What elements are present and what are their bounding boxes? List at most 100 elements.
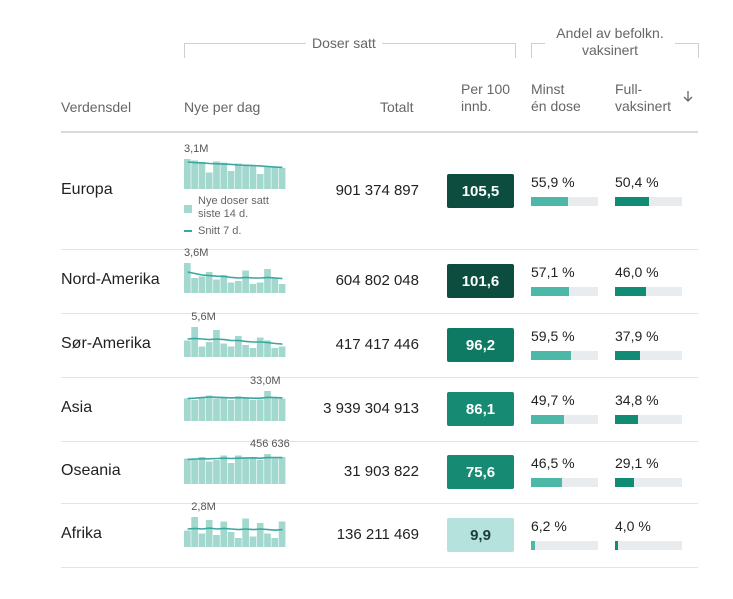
- daily-bar: [235, 336, 242, 357]
- daily-sparkline: [184, 327, 286, 357]
- full-vaccinated-bar-fill: [615, 351, 641, 360]
- sparkline-peak-label: 33,0M: [250, 375, 281, 387]
- sparkline-peak-label: 5,6M: [191, 311, 216, 323]
- daily-bar: [198, 162, 206, 189]
- per100-badge: 101,6: [447, 264, 514, 298]
- col-header-per100[interactable]: Per 100 innb.: [461, 81, 510, 115]
- daily-bar: [220, 397, 228, 421]
- daily-bar: [191, 460, 198, 484]
- min-dose-bar-fill: [531, 287, 570, 296]
- full-vaccinated-bar-fill: [615, 541, 618, 550]
- total-doses: 417 417 446: [335, 336, 419, 353]
- daily-bar: [242, 345, 249, 357]
- daily-bar: [235, 163, 242, 189]
- col-header-daily[interactable]: Nye per dag: [184, 99, 261, 115]
- col-header-full[interactable]: Full- vaksinert: [615, 81, 671, 115]
- daily-bar: [278, 398, 286, 421]
- daily-bar: [205, 172, 213, 189]
- per100-badge: 105,5: [447, 174, 514, 208]
- daily-bar: [264, 340, 271, 357]
- per100-badge: 86,1: [447, 392, 514, 426]
- full-vaccinated-bar-track: [615, 287, 682, 296]
- daily-avg-line: [187, 161, 283, 169]
- daily-bar: [256, 337, 264, 357]
- daily-bar: [271, 538, 279, 547]
- daily-bar: [278, 284, 286, 293]
- daily-bar: [242, 270, 249, 293]
- col-header-min-dose[interactable]: Minst én dose: [531, 81, 581, 115]
- col-header-region[interactable]: Verdensdel: [61, 99, 132, 115]
- daily-bar: [198, 346, 206, 357]
- daily-bar: [213, 330, 220, 357]
- daily-bar: [256, 399, 264, 421]
- daily-bar: [220, 343, 228, 357]
- total-doses: 604 802 048: [335, 272, 419, 289]
- min-dose-bar-track: [531, 351, 598, 360]
- daily-avg-line: [187, 527, 283, 532]
- daily-bar: [242, 398, 249, 421]
- full-vaccinated-bar-track: [615, 351, 682, 360]
- sparkline-peak-label: 3,1M: [184, 143, 209, 155]
- min-dose-bar-track: [531, 541, 598, 550]
- min-dose-pct: 6,2 %: [531, 518, 567, 534]
- daily-bar: [242, 165, 249, 189]
- min-dose-bar-fill: [531, 478, 563, 487]
- daily-bar: [220, 275, 228, 293]
- col-header-full-line1: Full-: [615, 81, 643, 97]
- daily-bar: [198, 397, 206, 421]
- daily-sparkline: [184, 454, 286, 484]
- daily-bar: [227, 171, 235, 189]
- region-name: Europa: [61, 181, 113, 198]
- full-vaccinated-bar-track: [615, 197, 682, 206]
- daily-bar: [249, 284, 257, 293]
- daily-bar: [213, 535, 220, 547]
- row-separator: [61, 567, 698, 568]
- arrow-down-icon[interactable]: [682, 90, 694, 104]
- daily-bar: [264, 269, 271, 293]
- row-separator: [61, 377, 698, 378]
- daily-bar: [249, 536, 257, 547]
- legend-avg-line: [184, 230, 192, 232]
- row-separator: [61, 503, 698, 504]
- full-vaccinated-pct: 34,8 %: [615, 392, 659, 408]
- full-vaccinated-bar-fill: [615, 478, 635, 487]
- col-header-total[interactable]: Totalt: [380, 99, 414, 115]
- min-dose-bar-track: [531, 197, 598, 206]
- daily-bar: [227, 346, 235, 357]
- daily-bar: [191, 278, 198, 293]
- daily-bar: [191, 160, 198, 189]
- full-vaccinated-bar-track: [615, 415, 682, 424]
- daily-bar: [184, 263, 191, 293]
- daily-bar: [191, 517, 198, 547]
- daily-bar: [213, 161, 220, 189]
- daily-bar: [249, 165, 257, 189]
- daily-bar: [198, 276, 206, 293]
- min-dose-bar-fill: [531, 351, 571, 360]
- region-name: Afrika: [61, 525, 102, 542]
- daily-bar: [213, 279, 220, 293]
- daily-bar: [205, 461, 213, 484]
- legend-bars-swatch: [184, 205, 192, 213]
- region-name: Asia: [61, 399, 93, 416]
- daily-bar: [249, 457, 257, 484]
- col-header-full-line2: vaksinert: [615, 98, 672, 114]
- full-vaccinated-bar-fill: [615, 415, 639, 424]
- col-header-min-dose-line1: Minst: [531, 81, 565, 97]
- daily-bar: [242, 458, 249, 484]
- daily-bar: [271, 458, 279, 484]
- daily-sparkline: [184, 159, 286, 189]
- total-doses: 31 903 822: [343, 463, 419, 480]
- daily-bar: [249, 348, 257, 357]
- row-separator: [61, 249, 698, 250]
- region-name: Sør-Amerika: [61, 335, 151, 352]
- daily-avg-line: [187, 271, 283, 280]
- daily-bar: [264, 533, 271, 547]
- daily-bar: [235, 281, 242, 293]
- full-vaccinated-bar-fill: [615, 197, 649, 206]
- daily-bar: [227, 463, 235, 484]
- daily-bar: [184, 530, 191, 547]
- daily-bar: [278, 457, 286, 484]
- daily-bar: [264, 166, 271, 189]
- daily-bar: [227, 532, 235, 547]
- col-header-min-dose-line2: én dose: [531, 98, 581, 114]
